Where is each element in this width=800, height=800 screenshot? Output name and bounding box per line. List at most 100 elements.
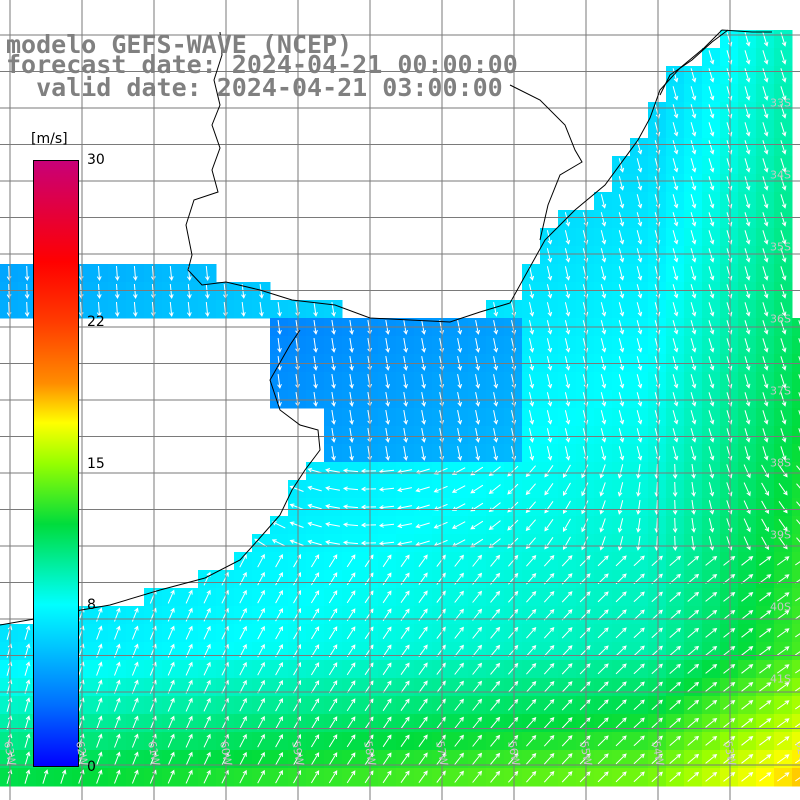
wind-arrow <box>762 230 769 245</box>
wind-arrow <box>597 663 609 675</box>
wind-arrow <box>526 753 537 765</box>
wind-arrow <box>672 446 679 461</box>
wind-arrow <box>762 194 769 209</box>
wind-arrow <box>346 734 356 748</box>
wind-arrow <box>761 464 769 478</box>
wind-arrow <box>313 302 318 317</box>
wind-arrow <box>723 717 736 728</box>
wind-arrow <box>618 338 625 353</box>
wind-arrow <box>546 392 553 407</box>
wind-arrow <box>382 734 392 748</box>
wind-arrow <box>777 610 790 620</box>
wind-arrow <box>691 500 696 515</box>
wind-arrow <box>690 140 697 155</box>
wind-arrow <box>759 574 772 584</box>
wind-arrow <box>564 302 571 317</box>
wind-arrow <box>561 753 573 765</box>
wind-arrow <box>508 554 519 567</box>
wind-arrow <box>96 265 102 282</box>
wind-arrow <box>615 753 627 765</box>
wind-arrow <box>705 717 718 728</box>
wind-arrow <box>690 194 697 209</box>
wind-arrow <box>708 158 715 173</box>
wind-arrow <box>777 754 790 764</box>
wind-arrow <box>687 735 700 746</box>
wind-arrow <box>633 555 645 567</box>
wind-arrow <box>114 625 121 640</box>
wind-arrow <box>185 625 193 640</box>
wind-arrow <box>780 176 787 191</box>
wind-arrow <box>400 752 410 765</box>
wind-arrow <box>579 771 591 783</box>
wind-arrow <box>349 410 354 425</box>
wind-arrow <box>690 374 697 389</box>
wind-arrow <box>529 392 535 407</box>
wind-arrow <box>546 428 553 443</box>
wind-arrow <box>795 579 800 584</box>
wind-arrow <box>600 374 607 389</box>
wind-arrow <box>472 590 483 603</box>
wind-arrow <box>457 410 463 425</box>
wind-arrow <box>418 716 428 729</box>
wind-arrow <box>636 176 643 191</box>
wind-arrow <box>507 519 519 531</box>
wind-arrow <box>378 523 395 528</box>
wind-arrow <box>561 627 573 639</box>
wind-arrow <box>436 554 446 567</box>
wind-arrow <box>636 140 643 155</box>
wind-arrow <box>529 338 535 353</box>
wind-arrow <box>418 644 428 657</box>
colorbar-tick-label: 22 <box>87 313 105 330</box>
wind-arrow <box>651 663 663 675</box>
wind-arrow <box>382 626 392 640</box>
wind-arrow <box>349 446 354 461</box>
wind-arrow <box>457 338 463 353</box>
wind-arrow <box>132 301 138 318</box>
wind-arrow <box>744 158 751 173</box>
wind-arrow <box>203 733 211 748</box>
wind-arrow <box>759 556 772 566</box>
wind-arrow <box>618 302 625 317</box>
wind-arrow <box>418 680 428 693</box>
wind-arrow <box>723 609 736 620</box>
wind-arrow <box>472 626 483 639</box>
wind-arrow <box>687 645 700 656</box>
wind-arrow <box>360 540 377 546</box>
wind-arrow <box>167 733 175 748</box>
wind-arrow <box>708 248 715 263</box>
wind-arrow <box>780 122 787 137</box>
wind-arrow <box>342 486 359 492</box>
wind-arrow <box>741 610 754 620</box>
speed-cell <box>792 588 800 607</box>
wind-arrow <box>615 771 627 783</box>
wind-arrow <box>24 715 31 730</box>
wind-arrow <box>472 734 483 747</box>
wind-arrow <box>239 625 247 640</box>
wind-arrow <box>615 717 627 729</box>
wind-arrow <box>687 771 700 782</box>
wind-arrow <box>759 664 772 674</box>
wind-arrow <box>796 501 800 507</box>
wind-arrow <box>636 248 643 263</box>
wind-arrow <box>167 769 175 784</box>
wind-arrow <box>780 230 787 245</box>
wind-arrow <box>579 717 591 729</box>
wind-arrow <box>690 122 697 137</box>
wind-arrow <box>759 628 772 638</box>
wind-arrow <box>744 392 751 407</box>
wind-arrow <box>705 609 718 620</box>
speed-cell <box>792 534 800 553</box>
wind-arrow <box>599 536 606 551</box>
wind-arrow <box>543 699 555 711</box>
wind-arrow <box>615 555 627 567</box>
wind-arrow <box>436 734 446 747</box>
wind-arrow <box>378 541 395 546</box>
wind-arrow <box>275 662 283 676</box>
wind-arrow <box>529 428 535 443</box>
wind-arrow <box>708 446 715 461</box>
wind-arrow <box>690 158 697 173</box>
wind-arrow <box>778 483 788 496</box>
wind-arrow <box>114 769 121 784</box>
wind-arrow <box>490 626 501 639</box>
wind-arrow <box>600 338 607 353</box>
